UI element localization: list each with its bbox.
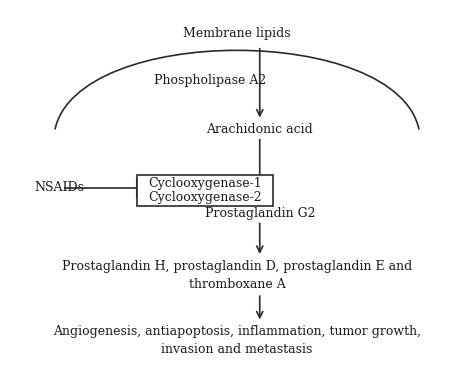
Text: NSAIDs: NSAIDs [35,181,84,194]
Text: Prostaglandin H, prostaglandin D, prostaglandin E and
thromboxane A: Prostaglandin H, prostaglandin D, prosta… [62,260,412,290]
Text: Phospholipase A2: Phospholipase A2 [154,74,266,87]
Text: Arachidonic acid: Arachidonic acid [206,123,313,136]
FancyBboxPatch shape [137,175,273,206]
Text: Cyclooxygenase-2: Cyclooxygenase-2 [148,191,262,204]
Text: Angiogenesis, antiapoptosis, inflammation, tumor growth,
invasion and metastasis: Angiogenesis, antiapoptosis, inflammatio… [53,325,421,356]
Text: Cyclooxygenase-1: Cyclooxygenase-1 [148,177,262,190]
Text: Membrane lipids: Membrane lipids [183,27,291,39]
Text: Prostaglandin G2: Prostaglandin G2 [204,207,315,220]
